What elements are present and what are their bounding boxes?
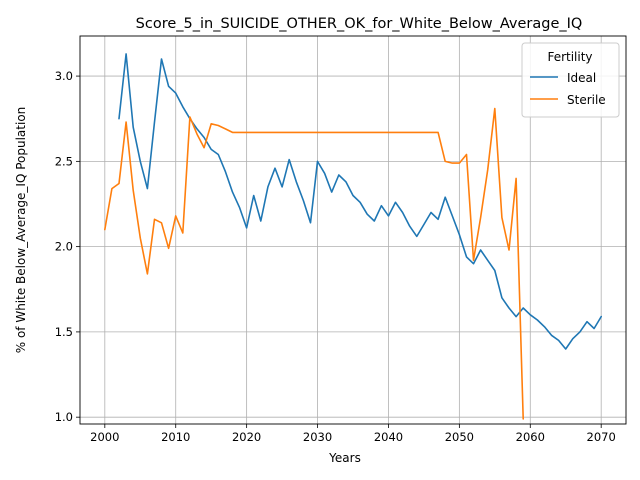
series-lines xyxy=(104,53,603,420)
y-tick-label: 1.0 xyxy=(55,410,73,424)
chart-title: Score_5_in_SUICIDE_OTHER_OK_for_White_Be… xyxy=(136,16,583,32)
x-tick-label: 2020 xyxy=(232,430,261,444)
legend-title: Fertility xyxy=(547,50,592,64)
x-tick-label: 2060 xyxy=(516,430,545,444)
x-tick-label: 2050 xyxy=(445,430,474,444)
series-line-sterile xyxy=(104,107,525,420)
y-tick-label: 2.0 xyxy=(55,240,73,254)
plot-frame xyxy=(79,35,627,425)
x-tick-label: 2040 xyxy=(374,430,403,444)
y-tick-label: 2.5 xyxy=(55,154,73,168)
legend: Fertility Ideal Sterile xyxy=(521,42,620,118)
axis-ticks: 2000 2010 2020 2030 2040 2050 2060 2070 1.0 1.5 2.… xyxy=(55,69,616,444)
x-tick-label: 2070 xyxy=(587,430,616,444)
x-tick-label: 2010 xyxy=(161,430,190,444)
y-tick-label: 1.5 xyxy=(55,325,73,339)
x-axis-label: Years xyxy=(328,451,361,465)
x-tick-label: 2000 xyxy=(90,430,119,444)
series-line-ideal xyxy=(118,53,603,350)
y-tick-label: 3.0 xyxy=(55,69,73,83)
legend-label-sterile: Sterile xyxy=(567,93,606,107)
x-tick-label: 2030 xyxy=(303,430,332,444)
y-axis-label: % of White Below_Average_IQ Population xyxy=(14,107,28,354)
legend-label-ideal: Ideal xyxy=(567,71,596,85)
